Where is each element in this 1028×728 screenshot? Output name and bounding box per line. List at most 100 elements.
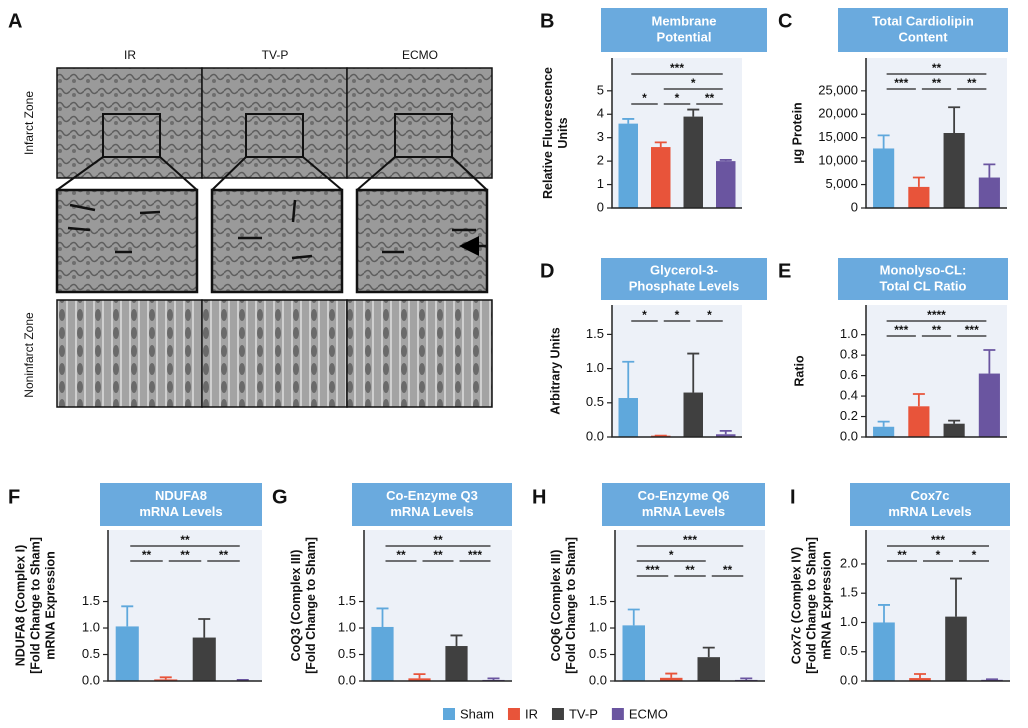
bar [908, 186, 930, 208]
y-tick-label: 0.6 [840, 367, 858, 382]
error-bar [665, 672, 678, 678]
y-axis-label: CoQ3 (Complex III) [289, 550, 303, 662]
error-bar [912, 176, 925, 187]
significance-label: ** [723, 563, 733, 577]
y-axis-label: mRNA Expression [43, 551, 57, 660]
bar [618, 123, 638, 208]
significance-label: ** [932, 76, 942, 90]
significance-label: * [642, 308, 647, 322]
panel-letter: B [540, 10, 554, 32]
y-axis-label: CoQ6 (Complex III) [549, 550, 563, 662]
significance-label: * [675, 91, 680, 105]
title-box [601, 258, 767, 300]
bar [873, 426, 895, 437]
error-bar [702, 646, 715, 658]
y-tick-label: 0.5 [589, 646, 607, 661]
bar [945, 616, 967, 681]
chart-title: NDUFA8 [155, 488, 207, 503]
error-bar [450, 634, 463, 647]
bar [622, 625, 645, 681]
chart-title: mRNA Levels [139, 504, 222, 519]
y-tick-label: 1 [597, 176, 604, 191]
bar [978, 177, 1000, 208]
y-tick-label: 0.0 [586, 428, 604, 443]
panel-letter: D [540, 260, 554, 282]
y-axis-label: [Fold Change to Sham] [564, 537, 578, 674]
significance-label: ** [142, 548, 152, 562]
y-tick-label: 0.5 [338, 646, 356, 661]
column-label: ECMO [402, 48, 438, 62]
panel-letter: I [790, 486, 796, 508]
significance-label: *** [965, 323, 979, 337]
error-bar [948, 106, 961, 133]
bar [371, 626, 394, 681]
chart-title: Potential [657, 29, 712, 44]
significance-label: *** [645, 563, 659, 577]
error-bar [986, 678, 998, 681]
chart-title: Co-Enzyme Q6 [638, 488, 730, 503]
significance-label: * [675, 308, 680, 322]
title-box [601, 8, 767, 52]
y-axis-label: µg Protein [790, 102, 804, 163]
chart-title: Content [898, 29, 948, 44]
y-tick-label: 0 [597, 199, 604, 214]
axes [865, 58, 1007, 209]
significance-label: * [669, 548, 674, 562]
y-tick-label: 2.0 [840, 555, 858, 570]
chart-title: Cox7c [910, 488, 949, 503]
y-tick-label: 5,000 [825, 176, 858, 191]
y-tick-label: 1.0 [840, 614, 858, 629]
axes [865, 530, 1010, 682]
bar [716, 434, 736, 437]
title-box [838, 8, 1008, 52]
y-tick-label: 0.0 [82, 672, 100, 687]
bar [716, 161, 736, 208]
significance-label: *** [683, 533, 697, 547]
significance-label: ** [396, 548, 406, 562]
chart-title: Membrane [651, 13, 716, 28]
y-tick-label: 0.5 [840, 643, 858, 658]
significance-label: * [936, 548, 941, 562]
significance-label: * [642, 91, 647, 105]
legend-label: IR [525, 706, 538, 721]
bar [908, 406, 930, 437]
micrographs [55, 67, 493, 408]
significance-label: ** [967, 76, 977, 90]
significance-label: *** [468, 548, 482, 562]
significance-label: *** [894, 323, 908, 337]
y-axis-label: Ratio [792, 355, 806, 387]
bar [683, 392, 703, 437]
error-bar [719, 159, 732, 162]
chart-title: Co-Enzyme Q3 [386, 488, 478, 503]
bar [660, 677, 683, 681]
title-box [602, 483, 765, 526]
error-bar [487, 677, 500, 680]
y-axis-label: [Fold Change to Sham] [28, 537, 42, 674]
panel-letter: H [532, 486, 546, 508]
bar [873, 148, 895, 208]
y-tick-label: 1.0 [586, 360, 604, 375]
y-tick-label: 0.0 [840, 672, 858, 687]
y-axis-label: Arbitrary Units [548, 327, 562, 415]
column-label: IR [124, 48, 136, 62]
significance-label: ** [433, 533, 443, 547]
y-tick-label: 0.0 [840, 428, 858, 443]
y-axis-label: Units [556, 117, 570, 148]
bar [943, 423, 965, 437]
legend-label: TV-P [569, 706, 598, 721]
y-tick-label: 5 [597, 82, 604, 97]
significance-label: **** [927, 308, 946, 322]
axes [614, 530, 765, 682]
y-tick-label: 0.8 [840, 347, 858, 362]
legend-label: Sham [460, 706, 494, 721]
significance-label: ** [932, 323, 942, 337]
y-tick-label: 0.2 [840, 408, 858, 423]
y-tick-label: 2 [597, 153, 604, 168]
error-bar [950, 577, 962, 617]
significance-label: * [691, 76, 696, 90]
bar [697, 657, 720, 681]
panel-letter: E [778, 260, 791, 282]
panel-letter: C [778, 10, 792, 32]
error-bar [376, 607, 389, 627]
